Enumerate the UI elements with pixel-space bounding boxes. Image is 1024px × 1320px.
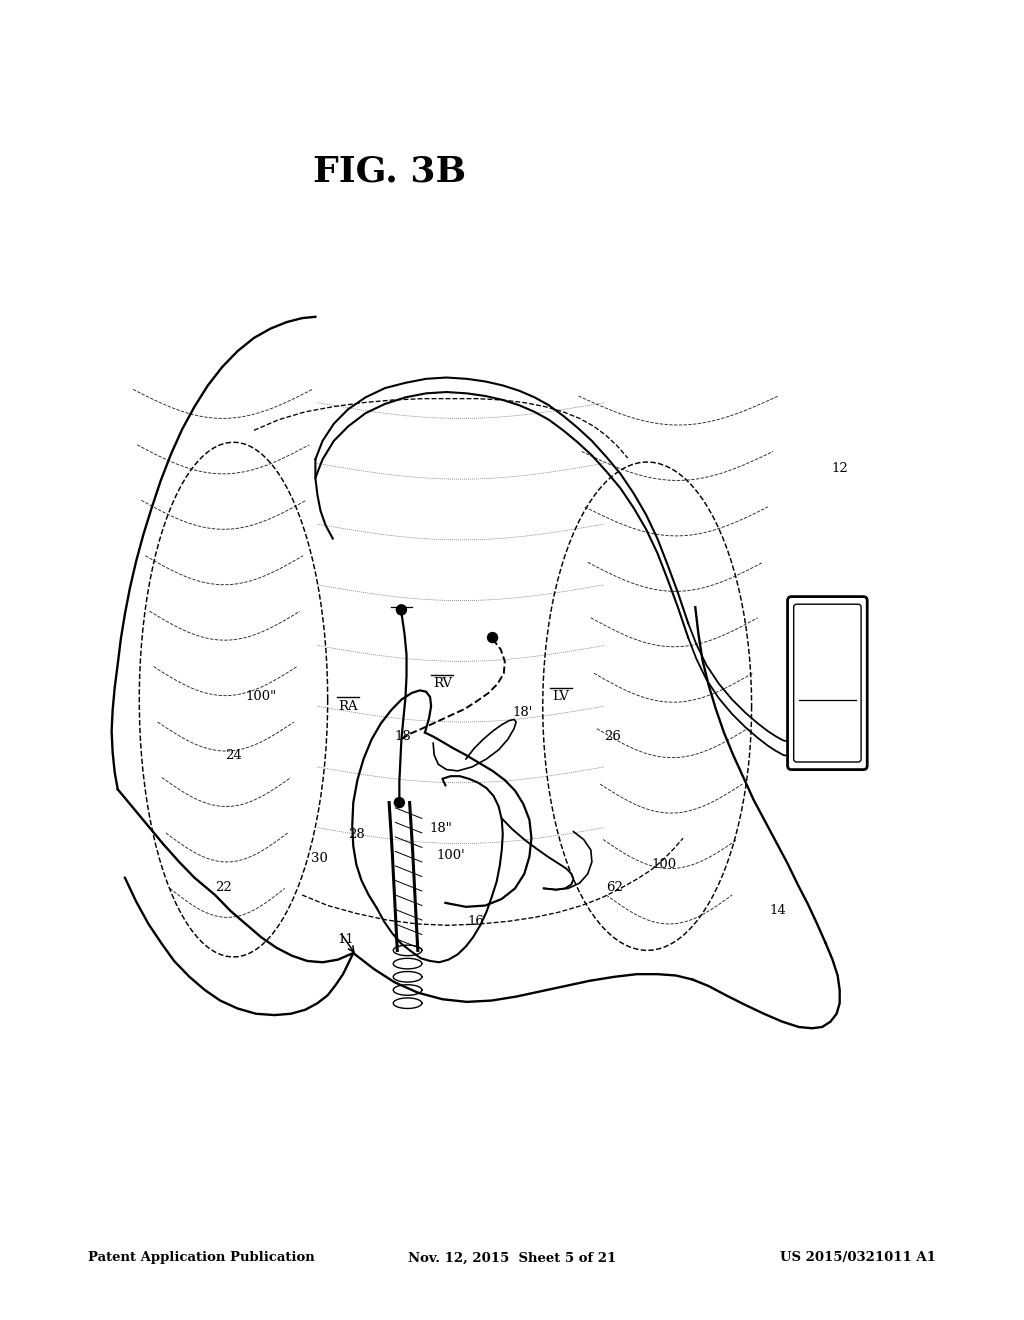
Text: 11: 11 bbox=[338, 933, 354, 946]
Circle shape bbox=[396, 605, 407, 615]
Circle shape bbox=[394, 797, 404, 808]
Text: 18': 18' bbox=[512, 706, 532, 719]
FancyBboxPatch shape bbox=[787, 597, 867, 770]
Text: 16: 16 bbox=[468, 915, 484, 928]
Text: FIG. 3B: FIG. 3B bbox=[313, 154, 467, 189]
Text: 62: 62 bbox=[606, 880, 623, 894]
Text: 100": 100" bbox=[246, 690, 276, 704]
Text: Nov. 12, 2015  Sheet 5 of 21: Nov. 12, 2015 Sheet 5 of 21 bbox=[408, 1251, 616, 1265]
Text: 14: 14 bbox=[770, 904, 786, 917]
Text: 18": 18" bbox=[429, 822, 452, 836]
Text: 22: 22 bbox=[215, 880, 231, 894]
Text: Patent Application Publication: Patent Application Publication bbox=[88, 1251, 314, 1265]
Text: RV: RV bbox=[433, 677, 452, 690]
Text: US 2015/0321011 A1: US 2015/0321011 A1 bbox=[780, 1251, 936, 1265]
Text: LV: LV bbox=[553, 690, 569, 704]
Text: 18: 18 bbox=[394, 730, 411, 743]
Text: 100': 100' bbox=[436, 849, 465, 862]
Text: RA: RA bbox=[338, 700, 358, 713]
Text: 12: 12 bbox=[831, 462, 848, 475]
Text: 30: 30 bbox=[311, 851, 328, 865]
Circle shape bbox=[487, 632, 498, 643]
Text: 26: 26 bbox=[604, 730, 621, 743]
Text: 100: 100 bbox=[651, 858, 676, 871]
Text: 28: 28 bbox=[348, 828, 365, 841]
Text: 24: 24 bbox=[225, 748, 242, 762]
FancyBboxPatch shape bbox=[794, 605, 861, 762]
